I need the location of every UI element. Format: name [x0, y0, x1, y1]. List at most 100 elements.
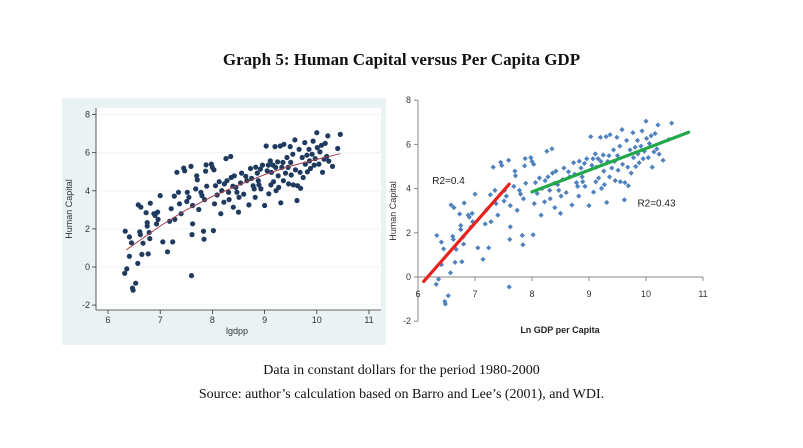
right-trendline: [422, 182, 511, 284]
right-data-point: [578, 165, 584, 171]
left-data-point: [234, 189, 240, 195]
left-data-point: [212, 183, 219, 189]
left-data-point: [263, 143, 269, 149]
right-data-point: [643, 118, 649, 124]
right-chart-annotations: R2=0.4 R2=0.43: [432, 176, 676, 209]
left-chart-axes: [92, 108, 381, 314]
right-data-point: [442, 301, 448, 307]
right-y-tick-label: 0: [406, 272, 411, 282]
right-data-point: [520, 196, 527, 202]
right-data-point: [549, 170, 556, 176]
left-data-point: [200, 228, 207, 234]
right-data-point: [466, 214, 472, 220]
right-data-point: [511, 183, 517, 189]
right-data-point: [521, 163, 528, 169]
right-data-point: [470, 219, 476, 225]
right-data-point: [450, 236, 456, 243]
right-data-point: [458, 222, 464, 229]
left-data-point: [203, 162, 209, 168]
left-data-point: [278, 200, 284, 206]
left-data-point: [287, 144, 293, 150]
left-data-point: [133, 280, 139, 286]
left-data-point: [319, 169, 326, 175]
right-data-point: [609, 165, 615, 171]
left-data-point: [203, 168, 209, 174]
left-data-point: [325, 133, 331, 139]
left-data-point: [190, 221, 196, 227]
caption-period: Data in constant dollars for the period …: [263, 363, 540, 378]
right-data-point: [536, 175, 543, 181]
left-data-point: [270, 179, 277, 185]
left-data-point: [182, 168, 188, 174]
left-chart-fit-curve: [126, 153, 341, 251]
left-data-point: [226, 197, 232, 203]
left-y-tick-label: 6: [85, 148, 90, 158]
left-data-point: [194, 177, 200, 183]
right-data-point: [595, 156, 601, 162]
right-x-tick-label: 11: [698, 289, 707, 299]
right-data-point: [633, 163, 639, 170]
right-data-point: [544, 148, 550, 154]
right-data-point: [580, 179, 586, 185]
right-data-point: [499, 162, 505, 168]
right-data-point: [531, 201, 537, 207]
left-data-point: [298, 185, 304, 191]
right-data-point: [457, 211, 463, 217]
right-data-point: [498, 159, 504, 165]
right-data-point: [488, 219, 494, 225]
right-data-point: [506, 284, 512, 290]
figure-title: Graph 5: Human Capital versus Per Capita…: [222, 50, 581, 69]
right-data-point: [530, 232, 536, 238]
right-data-point: [576, 193, 582, 199]
right-data-point: [582, 183, 588, 189]
right-data-point: [601, 182, 607, 188]
right-data-point: [639, 128, 645, 134]
left-data-point: [282, 170, 289, 176]
left-y-tick-label: 4: [85, 186, 90, 196]
left-data-point: [145, 251, 151, 257]
right-chart-axes: [414, 99, 704, 322]
right-data-point: [603, 134, 609, 140]
right-data-point: [575, 183, 581, 189]
right-data-point: [447, 270, 454, 276]
left-data-point: [174, 169, 180, 175]
left-data-point: [252, 194, 258, 200]
right-data-point: [461, 241, 467, 247]
right-data-point: [624, 137, 630, 144]
right-y-tick-label: -2: [403, 316, 411, 326]
right-data-point: [620, 161, 626, 167]
right-data-point: [486, 245, 492, 251]
left-data-point: [326, 158, 332, 164]
right-data-point: [606, 174, 613, 180]
left-data-point: [175, 189, 182, 195]
right-data-point: [634, 137, 641, 144]
left-data-point: [254, 170, 260, 176]
right-data-point: [614, 134, 620, 140]
left-data-point: [140, 240, 146, 246]
r-squared-label: R2=0.43: [637, 198, 676, 209]
left-data-point: [211, 201, 218, 207]
right-data-point: [645, 155, 651, 161]
left-x-tick-label: 11: [364, 315, 373, 325]
left-data-point: [329, 163, 336, 169]
right-data-point: [507, 236, 513, 243]
right-data-point: [592, 151, 598, 157]
left-data-point: [211, 167, 217, 173]
right-data-point: [630, 130, 636, 136]
left-data-point: [167, 218, 173, 224]
right-data-point: [514, 207, 520, 213]
right-data-point: [553, 168, 559, 174]
right-data-point: [596, 175, 602, 181]
r-squared-label: R2=0.4: [432, 176, 465, 187]
right-data-point: [487, 192, 493, 198]
right-y-tick-label: 6: [406, 139, 411, 149]
left-data-point: [199, 193, 205, 199]
right-data-point: [571, 160, 577, 166]
right-data-point: [458, 226, 464, 233]
left-data-point: [290, 182, 296, 188]
right-data-point: [547, 196, 553, 202]
right-data-point: [556, 187, 562, 193]
right-data-point: [669, 120, 675, 126]
right-data-point: [614, 153, 621, 159]
right-data-point: [549, 146, 555, 152]
